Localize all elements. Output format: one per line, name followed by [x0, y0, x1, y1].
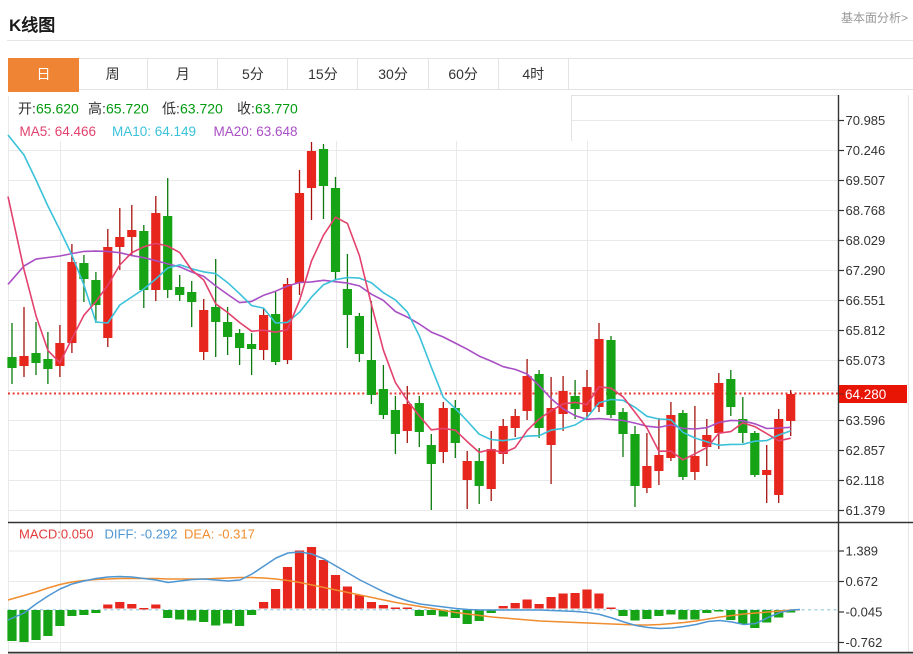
svg-text:DEA: -0.317: DEA: -0.317 — [184, 527, 255, 542]
svg-text:MA5: 64.466: MA5: 64.466 — [20, 124, 97, 139]
svg-text:65.720: 65.720 — [106, 101, 149, 117]
svg-text:MACD:0.050: MACD:0.050 — [19, 527, 93, 542]
svg-text:高:: 高: — [88, 101, 106, 117]
svg-text:1.389: 1.389 — [846, 544, 879, 559]
svg-text:低:: 低: — [162, 101, 180, 117]
svg-text:开:: 开: — [18, 101, 36, 117]
svg-text:68.029: 68.029 — [846, 233, 886, 248]
svg-text:70.985: 70.985 — [846, 113, 886, 128]
svg-text:MA10: 64.149: MA10: 64.149 — [112, 124, 196, 139]
svg-text:67.290: 67.290 — [846, 263, 886, 278]
svg-text:63.596: 63.596 — [846, 413, 886, 428]
svg-text:收:: 收: — [237, 101, 255, 117]
svg-text:65.620: 65.620 — [36, 101, 79, 117]
svg-text:62.118: 62.118 — [846, 473, 885, 488]
svg-text:61.379: 61.379 — [846, 503, 886, 518]
svg-text:63.720: 63.720 — [180, 101, 223, 117]
svg-text:65.812: 65.812 — [846, 323, 886, 338]
svg-text:66.551: 66.551 — [846, 293, 886, 308]
svg-text:65.073: 65.073 — [846, 353, 886, 368]
svg-text:0.672: 0.672 — [846, 574, 879, 589]
svg-text:-0.045: -0.045 — [846, 605, 883, 620]
svg-text:62.857: 62.857 — [846, 443, 886, 458]
svg-text:DIFF: -0.292: DIFF: -0.292 — [105, 527, 178, 542]
svg-text:68.768: 68.768 — [846, 203, 886, 218]
svg-text:63.770: 63.770 — [255, 101, 298, 117]
svg-text:-0.762: -0.762 — [846, 635, 883, 650]
svg-text:MA20: 63.648: MA20: 63.648 — [214, 124, 298, 139]
svg-text:64.280: 64.280 — [845, 387, 886, 402]
svg-text:70.246: 70.246 — [846, 143, 886, 158]
svg-text:69.507: 69.507 — [846, 173, 886, 188]
